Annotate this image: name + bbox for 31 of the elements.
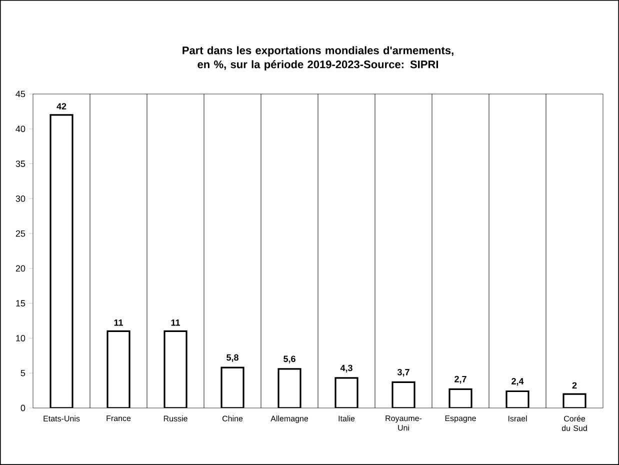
y-tick-label: 45 (16, 90, 26, 98)
x-tick-label: Corée du Sud (562, 416, 587, 431)
data-label: 5,8 (226, 354, 238, 362)
x-tick-label: France (106, 416, 131, 422)
y-tick-label: 30 (16, 195, 26, 202)
data-label: 11 (171, 320, 180, 326)
y-tick-label: 0 (20, 404, 26, 412)
data-label: 5,6 (284, 356, 296, 364)
y-tick-label: 35 (16, 160, 26, 167)
data-label: 2 (572, 382, 577, 388)
y-tick-label: 15 (16, 300, 26, 306)
x-tick-label: Etats-Unis (44, 416, 80, 422)
x-tick-label: Royaume-Uni (386, 416, 422, 431)
data-label: 42 (56, 103, 66, 110)
data-label: 2,7 (454, 376, 466, 384)
data-label: 4,3 (340, 364, 352, 372)
data-label: 2,4 (512, 378, 524, 386)
y-tick-label: 40 (16, 126, 26, 132)
y-tick-label: 20 (16, 265, 26, 272)
y-tick-label: 5 (20, 370, 26, 376)
data-label: 11 (114, 320, 124, 326)
y-tick-label: 25 (16, 230, 26, 237)
data-label: 3,7 (397, 368, 410, 377)
y-tick-label: 10 (16, 335, 26, 342)
x-tick-label: Allemagne (270, 416, 308, 423)
x-tick-label: Espagne (445, 416, 476, 423)
x-tick-label: Chine (222, 416, 243, 422)
x-tick-label: Russie (164, 416, 188, 422)
chart-title: Part dans les exportations mondiales d'armements, en %, sur la période 2019-2023-Source: SIPRI (182, 46, 454, 70)
x-tick-label: Italie (338, 416, 355, 422)
x-tick-label: Israel (508, 416, 527, 422)
